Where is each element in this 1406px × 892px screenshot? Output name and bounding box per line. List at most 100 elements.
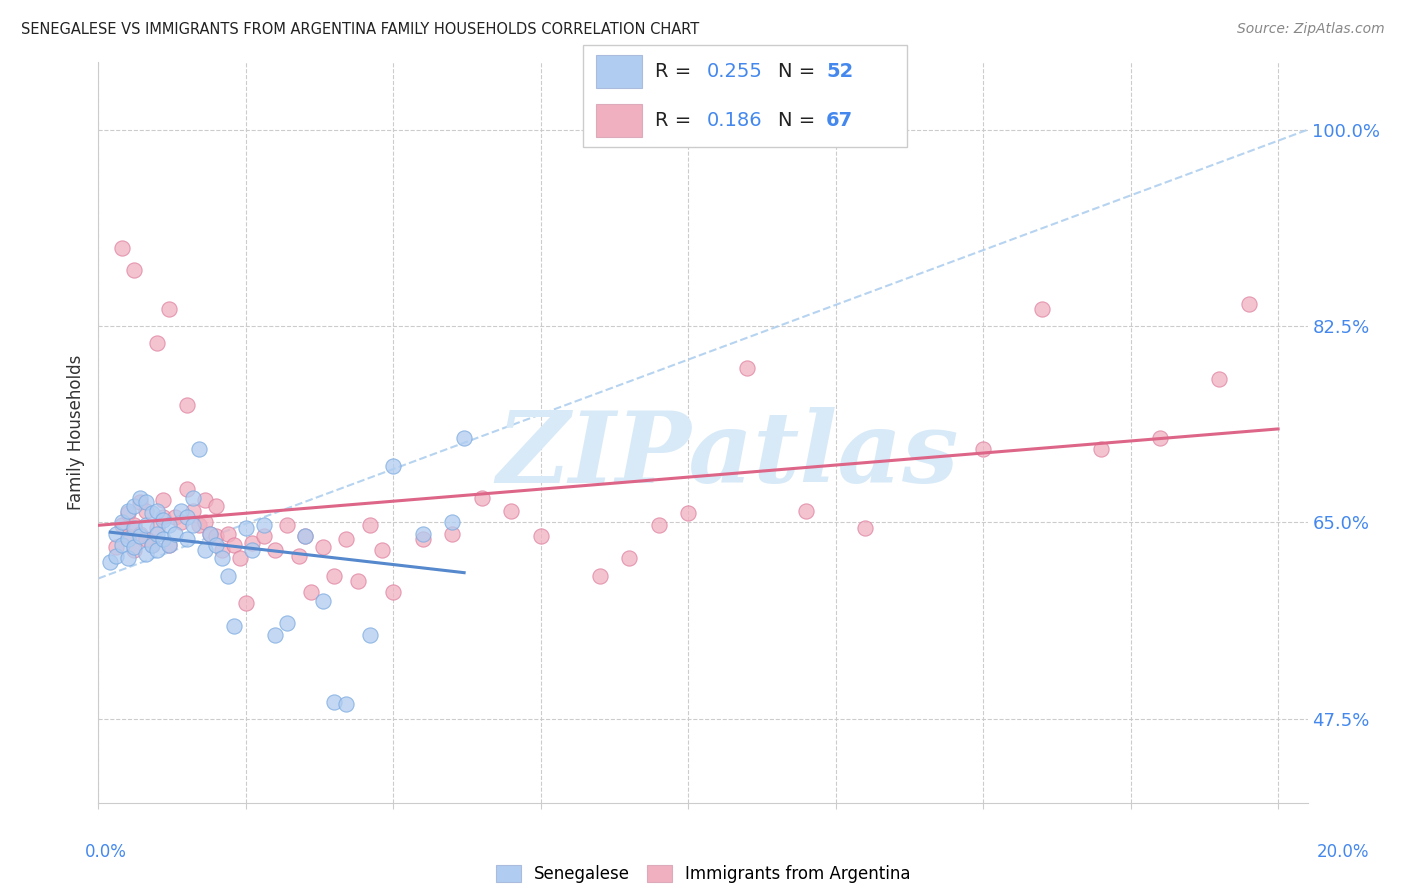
Point: [170, 504, 193, 518]
Text: 67: 67: [827, 111, 853, 130]
Text: R =: R =: [655, 62, 697, 81]
Point: [117, 504, 139, 518]
Point: [441, 516, 464, 530]
Point: [382, 459, 405, 474]
Point: [205, 529, 228, 543]
Point: [276, 517, 298, 532]
Text: R =: R =: [655, 111, 697, 130]
Point: [200, 526, 222, 541]
Point: [176, 398, 198, 412]
Point: [1090, 442, 1112, 457]
FancyBboxPatch shape: [596, 55, 641, 87]
Point: [501, 504, 523, 518]
Point: [181, 504, 204, 518]
Text: 20.0%: 20.0%: [1316, 843, 1369, 861]
Point: [122, 517, 145, 532]
Point: [170, 516, 193, 530]
Point: [294, 529, 316, 543]
Point: [98, 555, 121, 569]
Point: [1208, 372, 1230, 386]
Point: [252, 517, 274, 532]
Point: [370, 543, 392, 558]
Point: [176, 509, 198, 524]
Point: [311, 540, 333, 554]
Point: [117, 529, 139, 543]
Point: [412, 526, 434, 541]
Point: [146, 526, 169, 541]
Point: [735, 360, 758, 375]
Point: [111, 516, 134, 530]
Point: [323, 569, 346, 583]
FancyBboxPatch shape: [583, 45, 907, 147]
Point: [176, 482, 198, 496]
Point: [141, 507, 163, 521]
Point: [235, 596, 257, 610]
Point: [128, 526, 150, 541]
Point: [252, 529, 274, 543]
Point: [441, 526, 464, 541]
Point: [128, 529, 150, 543]
Point: [471, 491, 494, 505]
Point: [1031, 302, 1053, 317]
Point: [146, 335, 169, 350]
Point: [152, 513, 174, 527]
Point: [135, 504, 157, 518]
Point: [111, 517, 134, 532]
Point: [187, 442, 209, 457]
Point: [311, 594, 333, 608]
Point: [152, 532, 174, 546]
Point: [200, 526, 222, 541]
Legend: Senegalese, Immigrants from Argentina: Senegalese, Immigrants from Argentina: [495, 865, 911, 883]
Point: [135, 547, 157, 561]
Point: [111, 538, 134, 552]
Text: Source: ZipAtlas.com: Source: ZipAtlas.com: [1237, 22, 1385, 37]
Point: [128, 495, 150, 509]
Point: [530, 529, 553, 543]
Point: [222, 538, 245, 552]
Point: [412, 532, 434, 546]
Point: [122, 263, 145, 277]
Point: [122, 540, 145, 554]
Point: [264, 627, 287, 641]
Point: [1149, 431, 1171, 445]
Point: [176, 532, 198, 546]
Point: [194, 543, 217, 558]
Point: [294, 529, 316, 543]
Point: [205, 499, 228, 513]
Point: [347, 574, 370, 588]
Point: [288, 549, 311, 563]
Point: [157, 538, 180, 552]
Point: [187, 517, 209, 532]
Point: [146, 543, 169, 558]
Point: [205, 538, 228, 552]
Text: SENEGALESE VS IMMIGRANTS FROM ARGENTINA FAMILY HOUSEHOLDS CORRELATION CHART: SENEGALESE VS IMMIGRANTS FROM ARGENTINA …: [21, 22, 699, 37]
FancyBboxPatch shape: [596, 104, 641, 137]
Point: [217, 526, 239, 541]
Point: [146, 504, 169, 518]
Text: 0.0%: 0.0%: [84, 843, 127, 861]
Point: [122, 499, 145, 513]
Point: [794, 504, 817, 518]
Point: [157, 538, 180, 552]
Point: [117, 507, 139, 521]
Point: [1237, 296, 1260, 310]
Point: [141, 538, 163, 552]
Point: [619, 551, 641, 566]
Point: [211, 543, 233, 558]
Point: [194, 492, 217, 507]
Text: N =: N =: [778, 111, 821, 130]
Text: 52: 52: [827, 62, 853, 81]
Point: [235, 521, 257, 535]
Point: [117, 551, 139, 566]
Point: [111, 240, 134, 254]
Point: [264, 543, 287, 558]
Point: [141, 538, 163, 552]
Point: [165, 526, 187, 541]
Point: [117, 532, 139, 546]
Point: [972, 442, 994, 457]
Point: [678, 507, 700, 521]
Text: N =: N =: [778, 62, 821, 81]
Point: [299, 585, 322, 599]
Point: [181, 517, 204, 532]
Point: [152, 509, 174, 524]
